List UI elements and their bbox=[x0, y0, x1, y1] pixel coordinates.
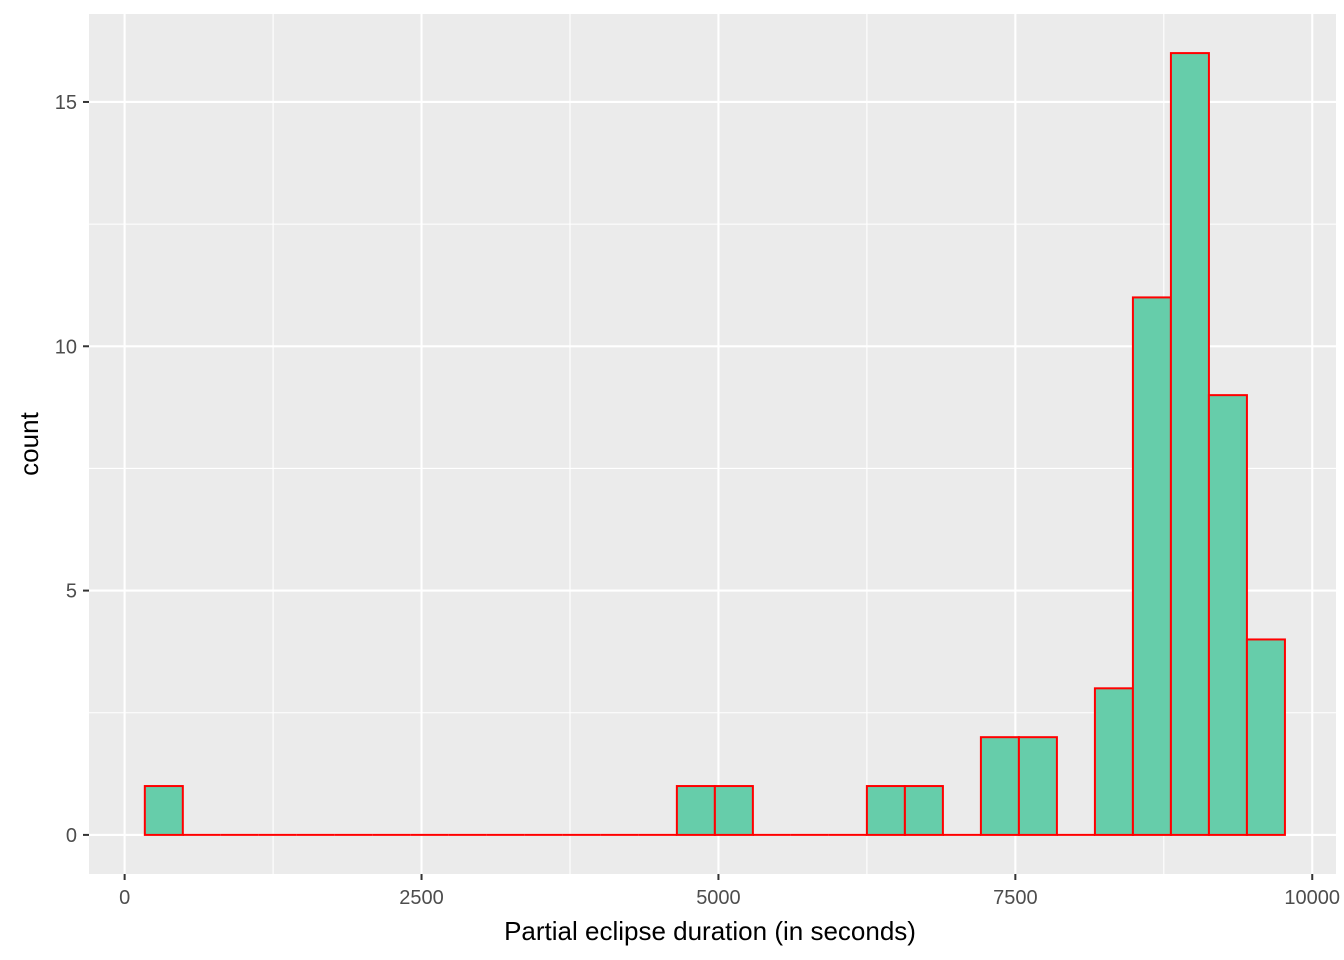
x-tick-label: 7500 bbox=[993, 887, 1038, 909]
y-axis-title: count bbox=[14, 411, 44, 475]
histogram-bars bbox=[143, 52, 1286, 836]
x-axis: 0 2500 5000 7500 10000 bbox=[119, 874, 1340, 909]
histogram-bar bbox=[1245, 638, 1286, 836]
y-tick-label: 10 bbox=[55, 336, 77, 358]
y-tick-label: 5 bbox=[66, 581, 77, 603]
histogram-bar bbox=[865, 785, 906, 836]
x-tick-label: 0 bbox=[119, 887, 130, 909]
major-gridlines bbox=[89, 14, 1336, 874]
histogram-bar bbox=[1017, 736, 1058, 836]
y-tick-label: 15 bbox=[55, 92, 77, 114]
histogram-bar bbox=[1169, 52, 1210, 836]
histogram-bar bbox=[1207, 394, 1248, 836]
y-tick-label: 0 bbox=[66, 825, 77, 847]
x-axis-title: Partial eclipse duration (in seconds) bbox=[504, 916, 916, 946]
x-tick-label: 5000 bbox=[696, 887, 741, 909]
histogram-bar bbox=[1093, 687, 1134, 836]
histogram-bar bbox=[713, 785, 754, 836]
x-tick-label: 10000 bbox=[1284, 887, 1340, 909]
y-axis: 0 5 10 15 bbox=[55, 92, 89, 847]
histogram-bar bbox=[903, 785, 944, 836]
minor-gridlines bbox=[89, 14, 1336, 874]
histogram-bar bbox=[1131, 296, 1172, 836]
histogram-bar bbox=[675, 785, 716, 836]
x-tick-label: 2500 bbox=[399, 887, 444, 909]
histogram-bar bbox=[143, 785, 184, 836]
histogram-bar bbox=[979, 736, 1020, 836]
